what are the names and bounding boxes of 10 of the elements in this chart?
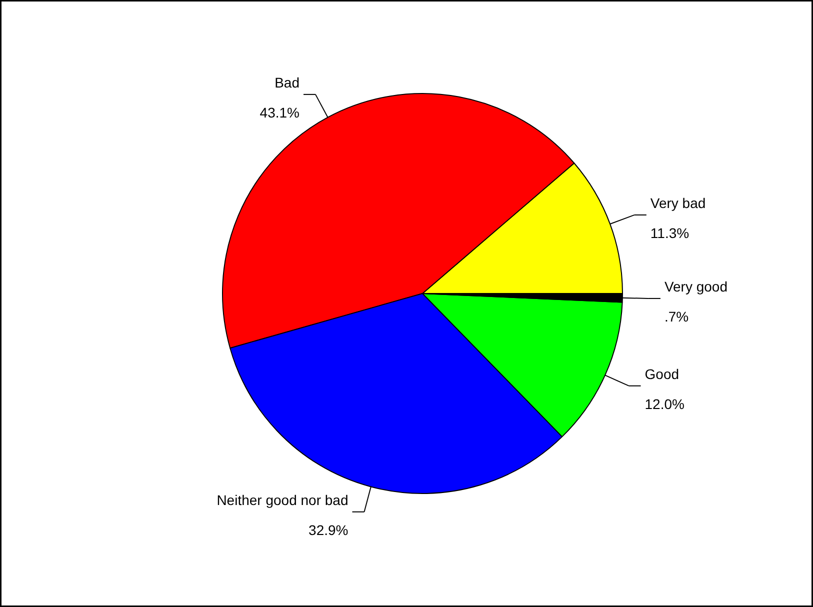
data-label: 11.3% — [650, 224, 690, 241]
slice-label: Very bad — [650, 194, 706, 211]
data-label: 43.1% — [260, 104, 300, 120]
data-label: .7% — [664, 308, 689, 324]
slice-label: Bad — [274, 74, 300, 90]
slice-label: Very good — [664, 278, 728, 294]
data-label: 12.0% — [644, 396, 684, 412]
slice-label: Neither good nor bad — [216, 492, 348, 508]
legend-label: Good — [644, 366, 680, 382]
data-label: 32.9% — [308, 522, 348, 538]
